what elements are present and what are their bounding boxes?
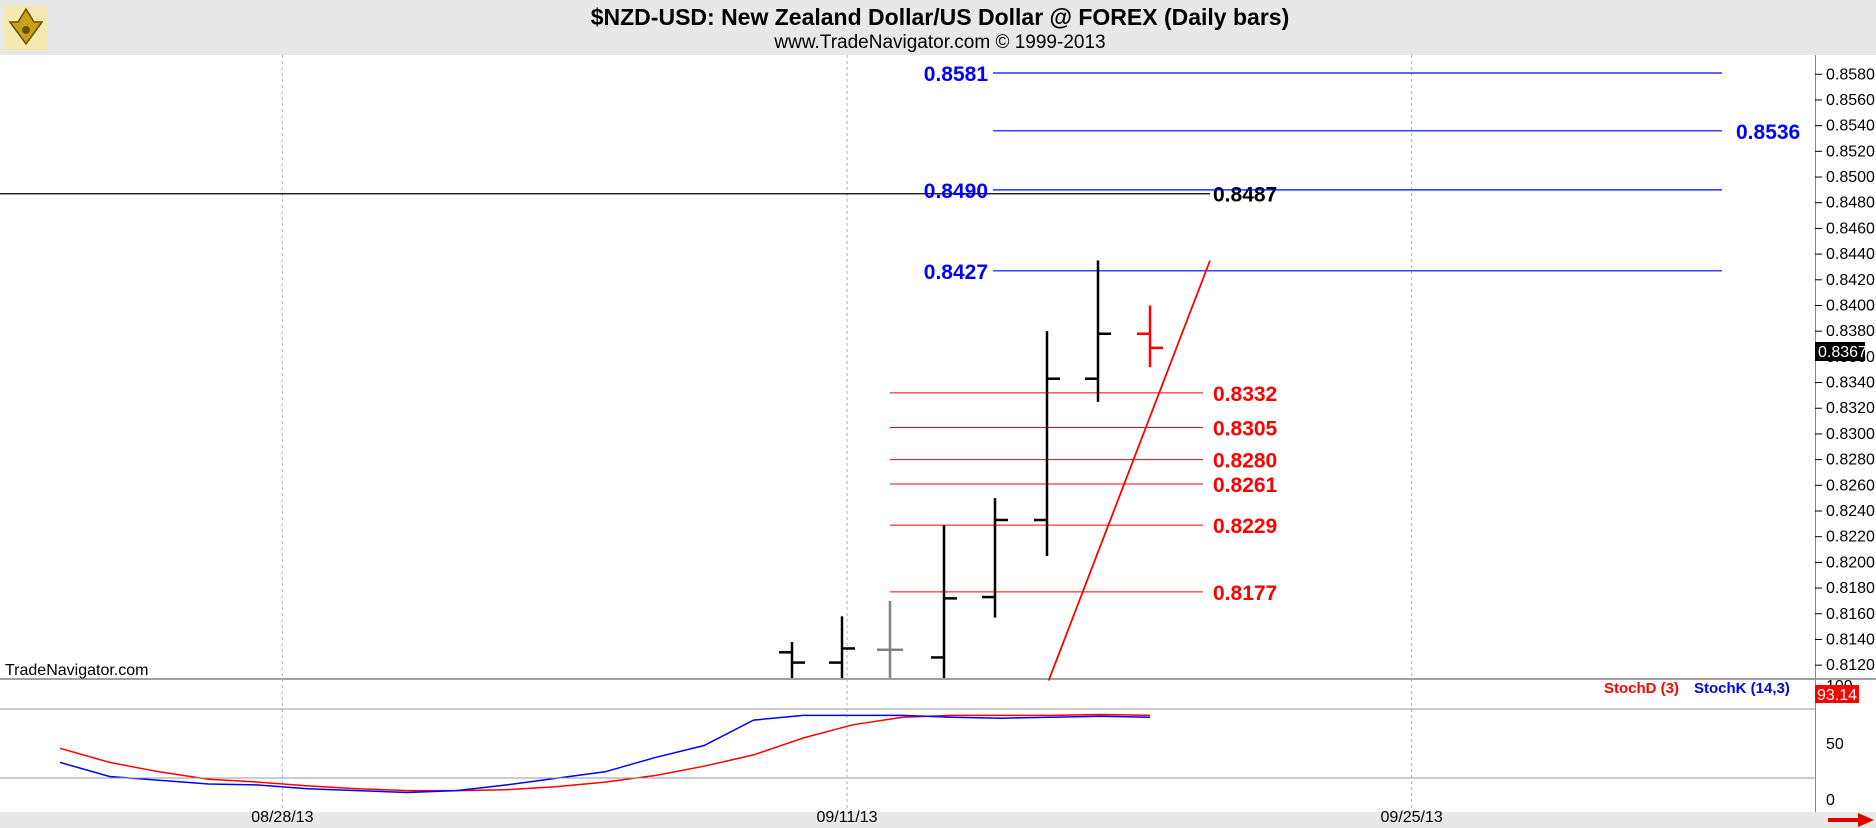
price-tick-label: 0.8500 [1826, 169, 1875, 186]
price-tick-label: 0.8300 [1826, 426, 1875, 443]
ohlc-bar [1137, 305, 1163, 368]
date-tick-label: 08/28/13 [251, 809, 313, 826]
ohlc-bars [779, 260, 1163, 678]
legend-stochk: StochK (14,3) [1694, 680, 1790, 697]
scroll-right-arrow-icon[interactable] [1826, 812, 1876, 828]
trendline-segment [1047, 260, 1211, 681]
price-tick-label: 0.8260 [1826, 477, 1875, 494]
red-level-label: 0.8177 [1213, 582, 1277, 605]
ohlc-bar [877, 600, 903, 678]
price-axis [1816, 55, 1876, 678]
blue-level-label: 0.8581 [924, 63, 989, 86]
ohlc-bar [1085, 260, 1111, 402]
price-tick-label: 0.8520 [1826, 143, 1875, 160]
price-tick-label: 0.8120 [1826, 657, 1875, 674]
stoch-value-tag [1815, 685, 1859, 703]
chart-title: $NZD-USD: New Zealand Dollar/US Dollar @… [591, 4, 1290, 30]
stochastic-lines [59, 713, 1151, 794]
stochd-line [59, 713, 1151, 792]
date-tick-label: 09/25/13 [1381, 809, 1443, 826]
stoch-tick-label: 50 [1826, 736, 1844, 753]
price-tick-label: 0.8440 [1826, 246, 1875, 263]
price-tick-label: 0.8280 [1826, 452, 1875, 469]
price-tick-label: 0.8160 [1826, 606, 1875, 623]
stoch-value-label: 93.14 [1817, 687, 1857, 704]
last-price-label: 0.8367 [1818, 344, 1867, 361]
price-tick-label: 0.8480 [1826, 195, 1875, 212]
date-axis: 08/28/13 09/11/13 09/25/13 [251, 809, 1443, 826]
red-level-label: 0.8305 [1213, 418, 1278, 441]
price-tick-label: 0.8320 [1826, 400, 1875, 417]
watermark: TradeNavigator.com [5, 662, 148, 679]
price-tick-label: 0.8140 [1826, 631, 1875, 648]
stoch-tick-label: 0 [1826, 792, 1835, 809]
ohlc-bar [931, 525, 957, 678]
red-level-label: 0.8229 [1213, 515, 1277, 538]
ohlc-bar [829, 616, 855, 678]
price-tick-label: 0.8200 [1826, 554, 1875, 571]
stochk-line [59, 714, 1151, 794]
last-price-tag [1815, 342, 1865, 361]
price-tick-label: 0.8420 [1826, 272, 1875, 289]
price-tick-label: 0.8240 [1826, 503, 1875, 520]
blue-level-label: 0.8536 [1736, 121, 1800, 144]
trendline [1047, 260, 1211, 681]
price-pane [0, 55, 1815, 678]
price-tick-label: 0.8560 [1826, 92, 1875, 109]
price-tick-label: 0.8540 [1826, 118, 1875, 135]
price-tick-label: 0.8460 [1826, 220, 1875, 237]
price-tick-label: 0.8340 [1826, 375, 1875, 392]
logo-icon [4, 6, 48, 50]
legend-stochd: StochD (3) [1604, 680, 1679, 697]
ohlc-bar [1034, 331, 1060, 556]
red-level-label: 0.8261 [1213, 474, 1278, 497]
ohlc-bar [982, 498, 1008, 618]
blue-level-label: 0.8427 [924, 261, 988, 284]
price-tick-label: 0.8400 [1826, 297, 1875, 314]
price-tick-label: 0.8180 [1826, 580, 1875, 597]
time-gridlines [281, 55, 1413, 812]
stoch-pane [0, 680, 1815, 812]
price-tick-label: 0.8580 [1826, 66, 1875, 83]
red-level-label: 0.8332 [1213, 383, 1277, 406]
red-level-label: 0.8280 [1213, 450, 1277, 473]
date-tick-label: 09/11/13 [816, 809, 877, 826]
price-levels: 0.8487 0.8581 0.8536 0.8490 0.8427 0.8332 0.83… [0, 63, 1800, 605]
chart-subtitle: www.TradeNavigator.com © 1999-2013 [773, 32, 1105, 53]
price-tick-label: 0.8380 [1826, 323, 1875, 340]
horizontal-line-label: 0.8487 [1213, 184, 1277, 207]
blue-level-label: 0.8490 [924, 180, 988, 203]
ohlc-bar [779, 642, 805, 678]
price-tick-label: 0.8220 [1826, 529, 1875, 546]
